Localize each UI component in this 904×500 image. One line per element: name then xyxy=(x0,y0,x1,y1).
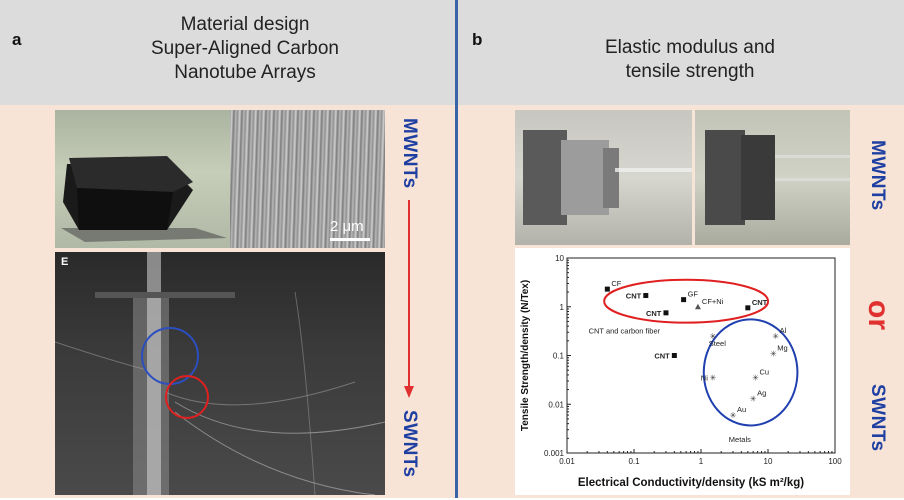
nanotube-array-drawing xyxy=(61,156,227,242)
panel-b-title-line-1: Elastic modulus and xyxy=(604,37,776,58)
y-axis-label: Tensile Strength/density (N/Tex) xyxy=(520,280,531,431)
point-label: Ag xyxy=(757,389,766,398)
y-tick-label: 0.01 xyxy=(548,400,564,409)
panel-a-title-line-2: Super-Aligned Carbon xyxy=(150,38,339,59)
point-square xyxy=(604,286,610,292)
y-tick-label: 0.1 xyxy=(553,352,565,361)
panel-b-mwnts-label: MWNTs xyxy=(867,140,888,211)
tensile-photo-2-drawing xyxy=(705,130,850,225)
point-star: ✳ xyxy=(750,395,757,404)
point-square xyxy=(643,293,649,299)
x-tick-label: 0.01 xyxy=(559,457,575,466)
panel-a-swnts-label: SWNTs xyxy=(399,410,420,478)
y-tick-label: 0.001 xyxy=(544,449,565,458)
point-label: CF xyxy=(611,279,621,288)
point-label: CNT xyxy=(646,309,662,318)
nanotube-array-photo xyxy=(55,110,230,248)
point-star: ✳ xyxy=(709,374,716,383)
metals-group-ellipse xyxy=(702,318,799,427)
point-label: Cu xyxy=(759,368,769,377)
point-square xyxy=(681,297,687,303)
point-square xyxy=(663,310,669,316)
point-label: Al xyxy=(780,326,787,335)
point-label: Au xyxy=(737,405,746,414)
x-tick-label: 0.1 xyxy=(628,457,640,466)
tensile-photo-1 xyxy=(515,110,692,245)
point-star: ✳ xyxy=(772,332,779,341)
sem-strands-drawing xyxy=(55,252,385,495)
panel-b-title-line-2: tensile strength xyxy=(625,61,755,82)
point-label: CNT xyxy=(626,292,642,301)
x-tick-label: 10 xyxy=(764,457,773,466)
scale-bar-label: 2 μm xyxy=(330,218,364,235)
point-label: CF+Ni xyxy=(702,297,724,306)
panel-b-letter: b xyxy=(472,30,483,49)
or-label: or xyxy=(862,300,895,330)
panel-divider xyxy=(455,0,458,498)
point-label: CNT xyxy=(752,298,768,307)
panel-a-letter: a xyxy=(12,30,22,49)
point-star: ✳ xyxy=(752,374,759,383)
point-label: GF xyxy=(688,290,699,299)
point-label: Steel xyxy=(709,339,726,348)
point-square xyxy=(745,305,751,311)
point-square xyxy=(671,353,677,358)
panel-b-header xyxy=(458,0,904,105)
point-star: ✳ xyxy=(730,411,737,420)
panel-a-title-line-1: Material design xyxy=(180,14,310,35)
panel-b-swnts-label: SWNTs xyxy=(867,384,888,452)
panel-a-mwnts-label: MWNTs xyxy=(399,118,420,189)
panel-a-header xyxy=(0,0,455,105)
point-star: ✳ xyxy=(770,349,777,358)
y-tick-label: 1 xyxy=(560,303,565,312)
tensile-photo-2 xyxy=(695,110,850,245)
panel-b-title: Elastic modulus and tensile strength xyxy=(540,36,840,84)
point-triangle xyxy=(694,303,701,310)
cnt-group-ellipse xyxy=(603,278,770,324)
mwnt-to-swnt-arrow xyxy=(404,200,414,400)
x-tick-label: 1 xyxy=(699,457,704,466)
point-label: CNT xyxy=(654,352,670,361)
annotation-cnt-carbon-fiber: CNT and carbon fiber xyxy=(589,327,661,336)
red-circle xyxy=(165,375,209,419)
panel-a-title-line-3: Nanotube Arrays xyxy=(174,62,316,83)
sem-strands-image: E xyxy=(55,252,385,495)
point-label: Mg xyxy=(777,343,787,352)
x-tick-label: 100 xyxy=(828,457,842,466)
x-axis-label: Electrical Conductivity/density (kS m²/k… xyxy=(578,477,804,489)
point-label: Ni xyxy=(701,374,708,383)
chart-container: 0.01 0.1 1 10 100 0.001 0.01 0.1 1 10 Electrical C… xyxy=(515,248,850,495)
annotation-metals: Metals xyxy=(729,435,751,444)
panel-a-title: Material design Super-Aligned Carbon Nan… xyxy=(95,13,395,85)
y-tick-label: 10 xyxy=(555,254,564,263)
inset-label: E xyxy=(61,256,69,268)
tensile-photo-1-drawing xyxy=(523,130,692,225)
point-star: ✳ xyxy=(709,332,716,341)
scale-bar xyxy=(330,238,370,241)
sem-image: 2 μm xyxy=(230,110,385,248)
